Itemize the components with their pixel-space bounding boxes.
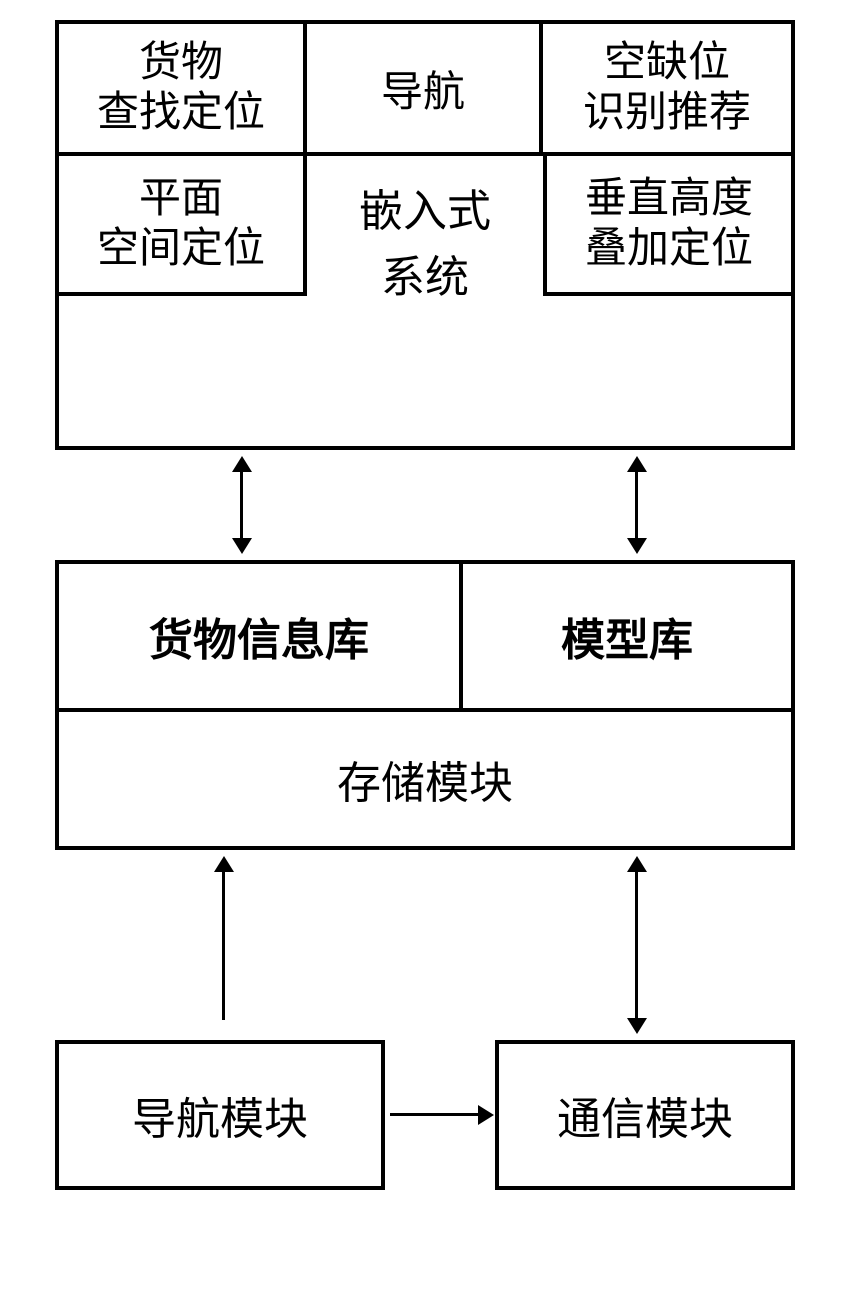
cell-vertical-locate: 垂直高度 叠加定位 <box>543 156 791 296</box>
vacancy-line1: 空缺位 <box>604 38 730 88</box>
cell-model-database: 模型库 <box>463 564 791 712</box>
embedded-system-label: 嵌入式 系统 <box>307 179 543 311</box>
storage-module-label: 存储模块 <box>337 747 513 811</box>
row-1: 货物 查找定位 导航 空缺位 识别推荐 <box>59 24 791 156</box>
embedded-line2: 系统 <box>381 253 469 302</box>
goods-locate-line2: 查找定位 <box>97 88 265 138</box>
arrow-top-to-storage-left <box>240 470 243 540</box>
nav-module-box: 导航模块 <box>55 1040 385 1190</box>
cell-plane-locate: 平面 空间定位 <box>59 156 307 296</box>
embedded-line1: 嵌入式 <box>359 187 491 236</box>
arrow-storage-to-comm <box>635 870 638 1020</box>
cell-navigation: 导航 <box>307 24 543 156</box>
vertical-line2: 叠加定位 <box>585 224 753 274</box>
comm-module-box: 通信模块 <box>495 1040 795 1190</box>
plane-line1: 平面 <box>139 174 223 224</box>
cell-vacancy: 空缺位 识别推荐 <box>543 24 791 156</box>
goods-db-label: 货物信息库 <box>149 604 369 668</box>
navigation-label: 导航 <box>381 58 465 119</box>
model-db-label: 模型库 <box>561 604 693 668</box>
storage-block: 货物信息库 模型库 存储模块 <box>55 560 795 850</box>
embedded-system-block: 货物 查找定位 导航 空缺位 识别推荐 平面 空间定位 垂直高度 叠加定位 嵌入 <box>55 20 795 450</box>
cell-goods-locate: 货物 查找定位 <box>59 24 307 156</box>
vertical-line1: 垂直高度 <box>585 174 753 224</box>
plane-line2: 空间定位 <box>97 224 265 274</box>
embedded-system-outer: 货物 查找定位 导航 空缺位 识别推荐 平面 空间定位 垂直高度 叠加定位 嵌入 <box>55 20 795 450</box>
arrow-nav-to-storage <box>222 870 225 1020</box>
storage-row-1: 货物信息库 模型库 <box>59 564 791 712</box>
vacancy-line2: 识别推荐 <box>583 88 751 138</box>
comm-module-label: 通信模块 <box>557 1083 733 1147</box>
arrow-nav-to-comm <box>390 1113 480 1116</box>
arrow-top-to-storage-right <box>635 470 638 540</box>
storage-module-label-row: 存储模块 <box>59 712 791 846</box>
cell-goods-database: 货物信息库 <box>59 564 463 712</box>
goods-locate-line1: 货物 <box>139 38 223 88</box>
nav-module-label: 导航模块 <box>132 1083 308 1147</box>
